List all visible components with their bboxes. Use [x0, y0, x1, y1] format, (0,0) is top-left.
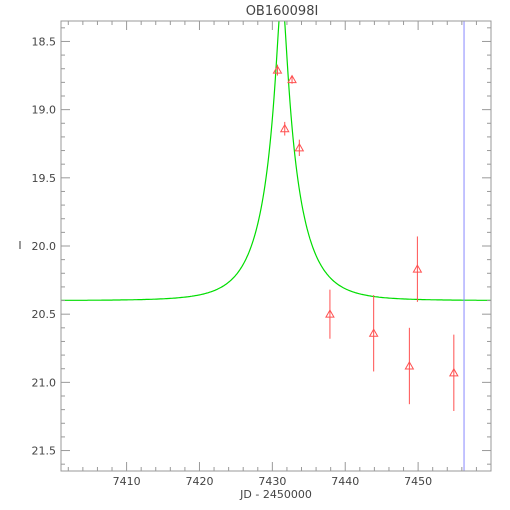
- data-point: [272, 65, 283, 74]
- data-point: [279, 123, 290, 133]
- x-tick-label: 7410: [113, 475, 141, 488]
- data-point: [404, 360, 415, 370]
- y-tick-label: 21.0: [32, 376, 57, 389]
- plot-area: [61, 21, 491, 471]
- y-axis-label: I: [18, 239, 21, 252]
- chart-title: OB160098I: [246, 4, 319, 19]
- x-tick-label: 7440: [331, 475, 359, 488]
- y-tick-label: 20.0: [32, 240, 57, 253]
- data-point: [287, 74, 297, 84]
- y-tick-label: 19.5: [32, 172, 57, 185]
- data-point: [448, 367, 459, 377]
- data-point: [294, 142, 305, 152]
- plot-frame: [60, 20, 492, 472]
- data-point: [368, 328, 379, 337]
- y-tick-label: 19.0: [32, 104, 57, 117]
- data-point: [325, 309, 335, 318]
- axes: 7410 7420 7430 7440 7450 18.5 19.0 19.5 20.0 20.5…: [32, 20, 492, 488]
- x-axis-label: JD - 2450000: [239, 488, 312, 501]
- y-tick-label: 18.5: [32, 35, 57, 48]
- x-tick-label: 7450: [404, 475, 432, 488]
- model-curve: [61, 21, 491, 301]
- x-tick-label: 7430: [258, 475, 286, 488]
- data-point: [412, 264, 423, 273]
- y-tick-label: 20.5: [32, 308, 57, 321]
- y-tick-label: 21.5: [32, 445, 57, 458]
- x-tick-label: 7420: [185, 475, 213, 488]
